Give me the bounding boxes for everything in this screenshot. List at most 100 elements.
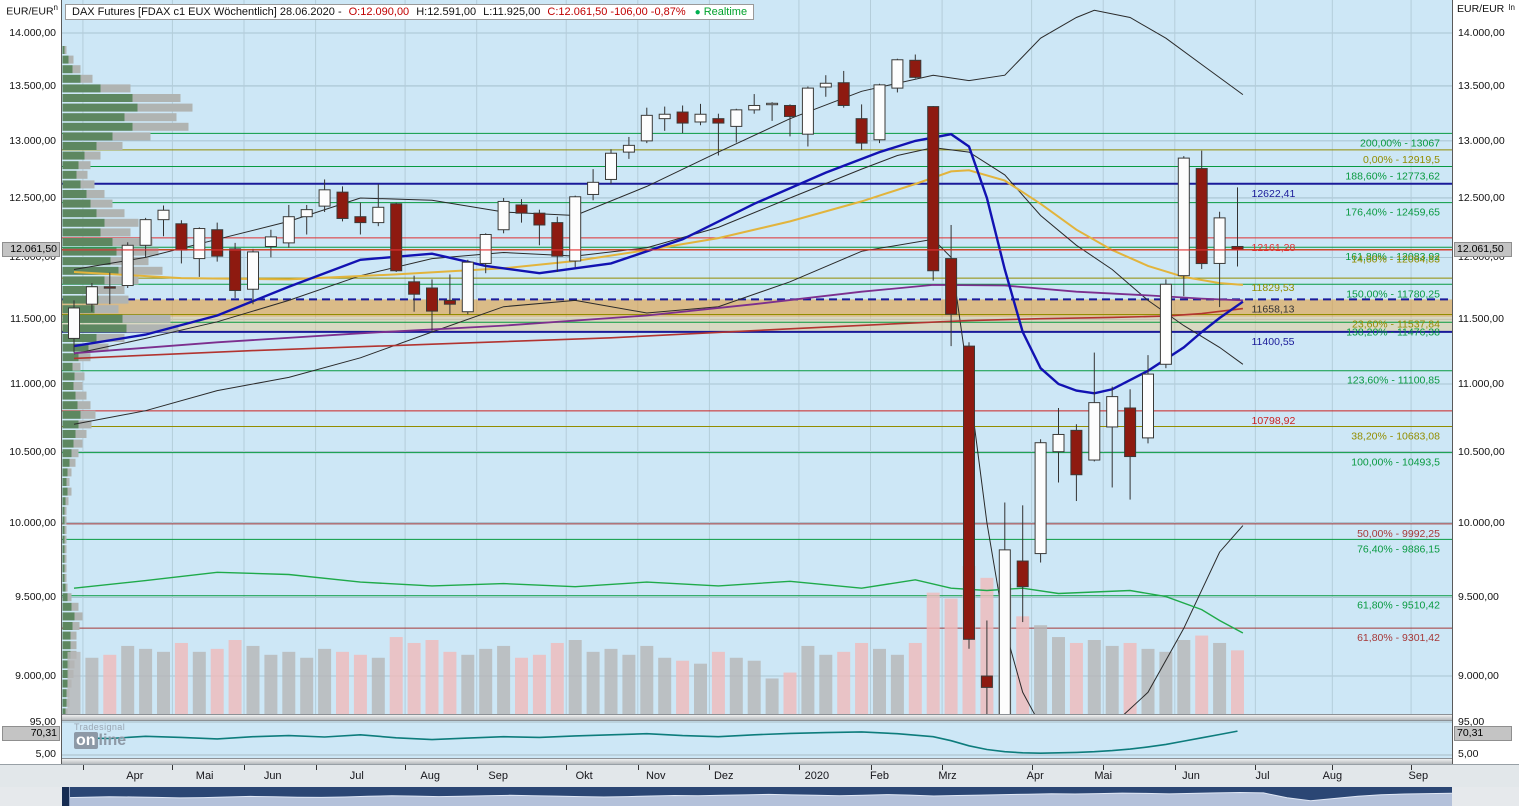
candle-down [945, 258, 958, 315]
volume-bar [407, 642, 421, 714]
level-value-label: 12622,41 [1252, 188, 1296, 200]
volume-profile-bar-up [62, 382, 74, 390]
volume-profile-bar-up [62, 257, 111, 266]
month-label: Dez [713, 770, 734, 782]
oscillator-canvas[interactable] [62, 721, 1452, 758]
volume-profile-bar-down [67, 468, 72, 477]
left-price-axis[interactable]: EUR/EURn 12.061,50 95,00 70,31 5,00 14.0… [0, 0, 62, 764]
volume-profile-bar-up [62, 161, 79, 170]
main-chart-panel[interactable]: 200,00% - 13067 0,00% - 12919,5 188,60% - … [62, 0, 1452, 714]
candle-down [927, 106, 940, 272]
volume-profile-bar-up [62, 113, 125, 122]
volume-profile-bar-up [62, 180, 81, 189]
volume-profile-bar-up [62, 430, 76, 438]
price-tick-label: 13.500,00 [1458, 79, 1505, 92]
month-tick [172, 765, 174, 770]
volume-bar [264, 654, 278, 714]
volume-profile-bar-up [62, 487, 68, 496]
candle-up [1034, 442, 1047, 555]
month-tick [1103, 765, 1105, 770]
candle-up [694, 113, 707, 123]
navigator-area [62, 792, 1452, 806]
volume-profile-bar-up [62, 660, 70, 669]
volume-profile-bar-down [71, 449, 79, 458]
candle-down [980, 675, 993, 688]
candle-up [730, 109, 743, 127]
volume-bar [174, 642, 188, 714]
candle-up [748, 104, 761, 111]
volume-profile-bar-up [62, 142, 97, 150]
navigator-corner-left [0, 787, 62, 806]
candle-up [622, 144, 635, 153]
support-zone [62, 299, 1452, 317]
volume-profile-bar-down [66, 478, 70, 486]
time-axis[interactable]: Apr Mai Jun Jul Aug Sep Okt Nov Dez 2020 Feb Mrz Apr… [0, 764, 1519, 787]
volume-bar [658, 657, 672, 714]
navigator[interactable] [62, 787, 1452, 806]
current-price-box-left: 12.061,50 [2, 242, 60, 258]
volume-bar [568, 640, 582, 714]
month-tick [82, 765, 84, 770]
volume-profile-bar-down [64, 516, 67, 525]
volume-bar [1069, 642, 1083, 714]
month-tick [315, 765, 317, 770]
volume-profile-bar-down [76, 170, 88, 179]
candle-up [139, 219, 152, 246]
candle-down [426, 287, 438, 312]
candle-up [587, 181, 600, 195]
candle-down [515, 204, 528, 214]
panel-splitter-top[interactable] [62, 714, 1452, 721]
candle-up [819, 82, 832, 88]
candle-up [1088, 402, 1101, 461]
volume-profile-bar-up [62, 218, 105, 227]
fib-level-label: 200,00% - 13067 [1360, 137, 1440, 149]
volume-profile-bar-up [62, 478, 67, 486]
fib-level-label: 150,00% - 11780,25 [1346, 288, 1440, 300]
volume-profile-bar-down [74, 372, 85, 381]
close-value: C:12.061,50 -106,00 -0,87% [547, 6, 686, 18]
month-label: Sep [1408, 770, 1429, 782]
navigator-outline [62, 791, 1452, 802]
volume-profile-bar-down [64, 564, 67, 573]
volume-profile-bar-down [65, 708, 68, 714]
price-chart-canvas[interactable]: 200,00% - 13067 0,00% - 12919,5 188,60% - … [62, 0, 1452, 714]
candle-down [533, 212, 546, 226]
volume-bar [873, 648, 886, 714]
volume-profile-bar-up [62, 190, 87, 198]
logo-online-text: on line [74, 732, 126, 749]
volume-profile-bar-down [64, 535, 67, 544]
volume-profile-bar-up [62, 574, 65, 582]
volume-profile-bar-down [112, 132, 151, 141]
candle-up [1052, 433, 1065, 453]
volume-profile-bar-down [64, 574, 67, 582]
volume-bar [747, 660, 761, 714]
left-axis-unit: EUR/EURn [6, 3, 58, 18]
month-label: Nov [645, 770, 666, 782]
tradesignal-logo: Tradesignal on line [74, 723, 126, 749]
fib-level-label: 161,80% - 12083,92 [1345, 251, 1440, 263]
navigator-handle[interactable] [62, 787, 70, 806]
oscillator-value-box-right: 70,31 [1454, 726, 1512, 741]
volume-profile-bar-down [64, 506, 67, 515]
price-tick-label: 11.000,00 [1458, 377, 1504, 390]
volume-profile-bar-down [73, 382, 83, 390]
volume-profile-bar-up [62, 679, 68, 688]
candle-up [497, 200, 510, 231]
volume-profile-bar-down [71, 602, 79, 611]
volume-profile-bar-down [75, 430, 87, 438]
right-price-axis[interactable]: EUR/EUR ln 12.061,50 95,00 70,31 5,00 14.… [1452, 0, 1519, 764]
volume-profile-bar-up [62, 122, 133, 131]
oscillator-panel[interactable]: Tradesignal on line [62, 721, 1452, 758]
candle-up [1213, 217, 1226, 264]
moving-average-purple [73, 283, 1243, 355]
volume-profile-bar-down [80, 180, 95, 189]
volume-profile-bar-down [73, 439, 83, 448]
candle-up [85, 286, 98, 305]
volume-profile-bar-up [62, 209, 97, 218]
realtime-label: Realtime [703, 6, 748, 18]
candle-up [121, 244, 134, 287]
oscillator-value-box-left: 70,31 [2, 726, 60, 741]
volume-profile-bar-down [68, 55, 74, 64]
volume-bar [461, 654, 475, 714]
candle-up [68, 307, 80, 339]
